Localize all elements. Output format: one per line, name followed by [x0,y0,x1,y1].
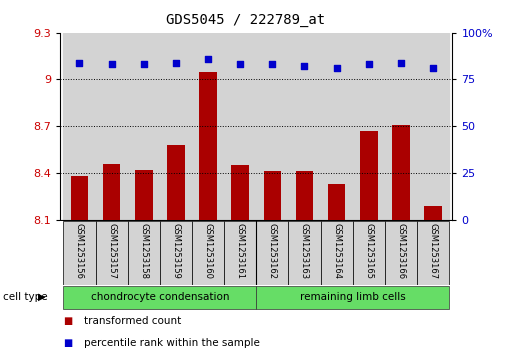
Bar [224,221,256,285]
Bar [224,33,256,220]
Bar [417,221,449,285]
Bar [63,286,256,309]
Bar [392,125,410,220]
Text: GSM1253157: GSM1253157 [107,223,116,280]
Point [204,56,212,62]
Bar [321,221,353,285]
Point [333,65,341,71]
Point [172,60,180,65]
Point [75,60,84,65]
Text: chondrocyte condensation: chondrocyte condensation [90,292,229,302]
Text: ■: ■ [63,316,72,326]
Bar [192,221,224,285]
Bar [256,286,449,309]
Bar [288,221,321,285]
Text: GSM1253163: GSM1253163 [300,223,309,280]
Text: GSM1253167: GSM1253167 [429,223,438,280]
Text: transformed count: transformed count [84,316,181,326]
Bar [71,176,88,220]
Text: GSM1253160: GSM1253160 [203,223,212,280]
Bar [353,33,385,220]
Bar [295,171,313,220]
Point [429,65,437,71]
Text: GDS5045 / 222789_at: GDS5045 / 222789_at [166,13,325,27]
Text: GSM1253165: GSM1253165 [365,223,373,280]
Point [236,62,244,68]
Point [140,62,148,68]
Bar [256,221,288,285]
Bar [103,163,120,220]
Bar [96,221,128,285]
Text: GSM1253166: GSM1253166 [396,223,405,280]
Text: percentile rank within the sample: percentile rank within the sample [84,338,259,348]
Bar [192,33,224,220]
Bar [199,72,217,220]
Bar [288,33,321,220]
Bar [96,33,128,220]
Text: ■: ■ [63,338,72,348]
Bar [128,221,160,285]
Bar [167,145,185,220]
Text: GSM1253161: GSM1253161 [236,223,245,280]
Point [397,60,405,65]
Text: GSM1253162: GSM1253162 [268,223,277,280]
Bar [321,33,353,220]
Text: cell type: cell type [3,292,47,302]
Bar [135,170,153,220]
Bar [424,205,442,220]
Bar [231,165,249,220]
Point [107,62,116,68]
Point [268,62,277,68]
Bar [264,171,281,220]
Point [300,64,309,69]
Bar [160,33,192,220]
Bar [128,33,160,220]
Text: GSM1253159: GSM1253159 [172,223,180,279]
Bar [63,221,96,285]
Text: ▶: ▶ [38,292,45,302]
Point [365,62,373,68]
Bar [385,33,417,220]
Bar [160,221,192,285]
Text: GSM1253164: GSM1253164 [332,223,341,280]
Bar [353,221,385,285]
Bar [385,221,417,285]
Bar [328,184,346,220]
Text: GSM1253156: GSM1253156 [75,223,84,280]
Text: remaining limb cells: remaining limb cells [300,292,406,302]
Bar [63,33,96,220]
Bar [360,131,378,220]
Bar [256,33,288,220]
Bar [417,33,449,220]
Text: GSM1253158: GSM1253158 [139,223,148,280]
